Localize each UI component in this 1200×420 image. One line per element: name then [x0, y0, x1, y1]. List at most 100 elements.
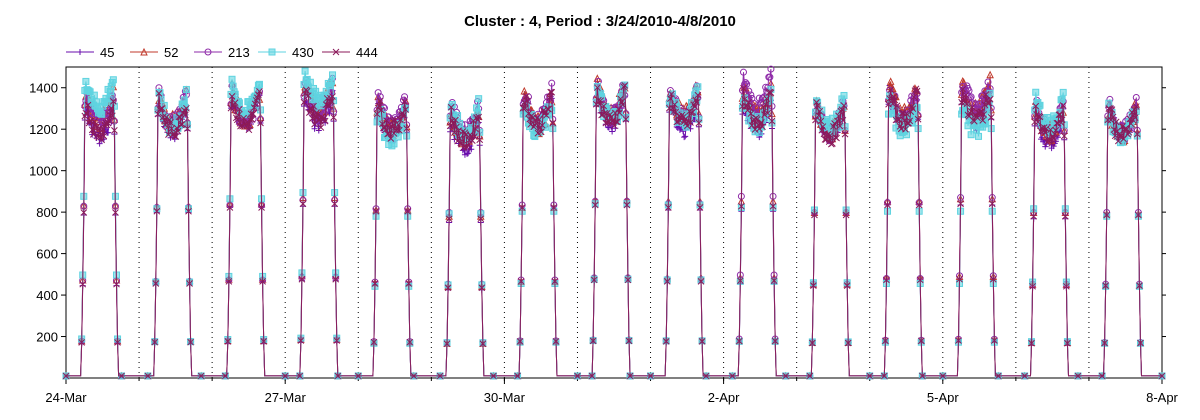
data-point — [178, 120, 186, 128]
data-point — [758, 119, 765, 126]
data-point — [298, 275, 306, 283]
data-point — [475, 113, 483, 121]
data-point — [383, 117, 390, 125]
data-point — [838, 106, 846, 113]
data-point — [687, 119, 694, 126]
data-point — [446, 122, 454, 130]
data-point — [305, 109, 313, 116]
data-point — [240, 114, 247, 122]
data-point — [299, 200, 307, 208]
data-point — [909, 105, 917, 112]
data-point — [984, 99, 992, 107]
data-point — [458, 140, 466, 148]
data-point — [410, 372, 418, 380]
data-point — [456, 135, 464, 142]
data-point — [1041, 129, 1049, 136]
data-point — [281, 372, 289, 380]
data-point — [1021, 372, 1028, 380]
data-point — [1118, 132, 1125, 139]
legend-item-52: 52 — [130, 45, 178, 60]
data-point — [886, 77, 895, 85]
data-point — [690, 101, 697, 108]
data-point — [1028, 339, 1035, 347]
data-point — [314, 111, 322, 118]
y-tick-label: 200 — [36, 330, 58, 345]
data-point — [404, 207, 412, 215]
data-point — [374, 104, 382, 112]
data-point — [1123, 125, 1131, 133]
data-point — [866, 372, 874, 380]
data-point — [616, 109, 623, 117]
data-point — [514, 372, 521, 380]
data-point — [197, 372, 205, 380]
legend-item-430: 430 — [258, 45, 314, 60]
data-point — [1132, 93, 1140, 101]
data-point — [226, 204, 234, 211]
data-point — [476, 136, 484, 144]
data-point — [182, 85, 190, 93]
data-point — [370, 338, 378, 346]
data-point — [767, 65, 775, 73]
data-point — [843, 282, 851, 289]
data-point — [663, 278, 671, 285]
data-point — [250, 104, 258, 111]
data-point — [444, 284, 452, 292]
data-point — [694, 91, 702, 99]
data-point — [979, 117, 987, 124]
data-point — [304, 92, 312, 100]
legend: 45 52 213 430 444 — [66, 45, 378, 60]
data-point — [322, 87, 330, 95]
x-tick-label: 30-Mar — [484, 390, 526, 405]
data-point — [609, 116, 617, 124]
data-point — [460, 144, 468, 151]
data-point — [109, 98, 117, 105]
data-point — [1029, 282, 1036, 290]
data-point — [246, 116, 254, 123]
data-point — [893, 102, 901, 110]
data-point — [959, 85, 967, 93]
data-point — [98, 110, 106, 118]
data-point — [670, 108, 677, 116]
data-point — [1058, 95, 1066, 103]
data-point — [1042, 125, 1050, 132]
data-point — [763, 95, 771, 103]
data-point — [391, 116, 399, 124]
data-point — [445, 215, 453, 223]
data-point — [736, 277, 744, 285]
data-point — [1102, 282, 1110, 289]
data-point — [82, 77, 90, 85]
data-point — [895, 116, 903, 124]
data-point — [1107, 116, 1115, 124]
data-point — [331, 200, 338, 208]
data-point — [984, 78, 992, 86]
data-point — [247, 110, 255, 118]
data-point — [647, 372, 654, 380]
data-point — [389, 117, 397, 125]
data-point — [826, 131, 834, 139]
data-point — [1056, 111, 1064, 118]
data-point — [1040, 124, 1048, 131]
data-point — [90, 91, 98, 99]
data-point — [307, 105, 314, 112]
legend-item-213: 213 — [194, 45, 250, 60]
y-tick-label: 1400 — [29, 81, 58, 96]
data-point — [913, 87, 921, 95]
data-point — [548, 79, 556, 87]
data-point — [782, 372, 790, 380]
data-point — [982, 120, 990, 128]
data-point — [550, 204, 558, 211]
data-point — [600, 102, 608, 110]
data-point — [1130, 106, 1138, 113]
data-point — [1124, 130, 1132, 138]
data-point — [769, 202, 777, 210]
data-point — [300, 98, 308, 106]
data-point — [248, 116, 256, 123]
data-point — [387, 135, 395, 142]
data-point — [589, 337, 597, 345]
data-point — [448, 100, 456, 108]
data-point — [176, 113, 184, 121]
data-point — [376, 97, 384, 105]
data-point — [672, 108, 680, 116]
data-point — [235, 111, 242, 119]
data-point — [109, 76, 117, 84]
